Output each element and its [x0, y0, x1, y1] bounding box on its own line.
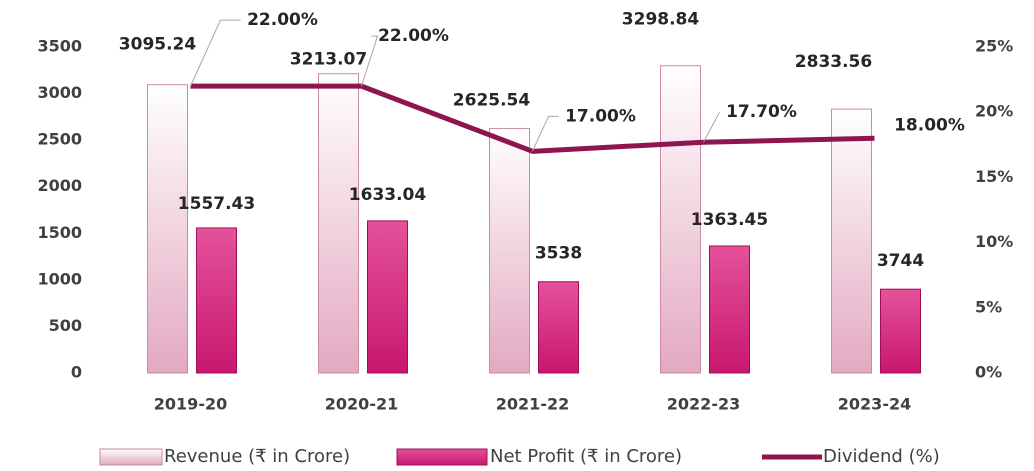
- net-profit-label: 1557.43: [178, 194, 255, 214]
- legend-label: Revenue (₹ in Crore): [164, 446, 350, 467]
- y2-tick-label: 5%: [975, 297, 1002, 316]
- y-tick-label: 500: [49, 316, 82, 335]
- revenue-bar: [147, 84, 188, 374]
- net-profit-label: 3538: [535, 244, 582, 264]
- x-tick-label: 2021-22: [496, 395, 569, 414]
- dividend-label: 17.70%: [726, 102, 797, 122]
- x-tick-label: 2022-23: [667, 395, 740, 414]
- x-tick-label: 2020-21: [325, 395, 398, 414]
- y-tick-label: 1000: [37, 269, 82, 288]
- revenue-label: 3213.07: [290, 50, 367, 70]
- x-tick-label: 2019-20: [154, 395, 227, 414]
- net-profit-label: 1633.04: [349, 185, 427, 205]
- y2-tick-label: 25%: [975, 37, 1013, 56]
- revenue-bar: [318, 73, 359, 374]
- net-profit-bar: [880, 288, 921, 374]
- net-profit-bar: [538, 281, 579, 374]
- y2-tick-label: 20%: [975, 102, 1013, 121]
- revenue-label: 2833.56: [795, 52, 872, 72]
- y2-tick-label: 0%: [975, 363, 1002, 382]
- leader-line: [190, 19, 241, 87]
- revenue-label: 2625.54: [453, 90, 531, 110]
- y-tick-label: 2500: [37, 130, 82, 149]
- leader-line: [703, 111, 720, 143]
- dividend-label: 18.00%: [894, 115, 965, 135]
- revenue-label: 3095.24: [119, 35, 197, 55]
- revenue-label: 3298.84: [622, 10, 700, 30]
- y-tick-label: 1500: [37, 223, 82, 242]
- leader-line: [361, 35, 379, 87]
- dividend-label: 22.00%: [247, 10, 318, 30]
- y2-tick-label: 15%: [975, 167, 1013, 186]
- revenue-bar: [660, 65, 701, 374]
- revenue-bar: [489, 127, 530, 374]
- net-profit-bar: [709, 245, 750, 374]
- net-profit-bar: [367, 220, 408, 374]
- y-tick-label: 0: [71, 363, 82, 382]
- legend-label: Net Profit (₹ in Crore): [490, 446, 682, 467]
- y-tick-label: 3500: [37, 37, 82, 56]
- y2-tick-label: 10%: [975, 232, 1013, 251]
- dividend-label: 17.00%: [565, 106, 636, 126]
- legend-swatch: [99, 448, 163, 466]
- x-tick-label: 2023-24: [838, 395, 911, 414]
- revenue-bar: [831, 108, 872, 374]
- net-profit-label: 3744: [877, 251, 924, 271]
- y-tick-label: 2000: [37, 176, 82, 195]
- net-profit-bar: [196, 227, 237, 374]
- y-tick-label: 3000: [37, 83, 82, 102]
- dividend-label: 22.00%: [378, 26, 449, 46]
- leader-line: [532, 115, 559, 152]
- net-profit-label: 1363.45: [691, 210, 768, 230]
- legend-swatch: [396, 448, 488, 466]
- legend-label: Dividend (%): [823, 446, 940, 467]
